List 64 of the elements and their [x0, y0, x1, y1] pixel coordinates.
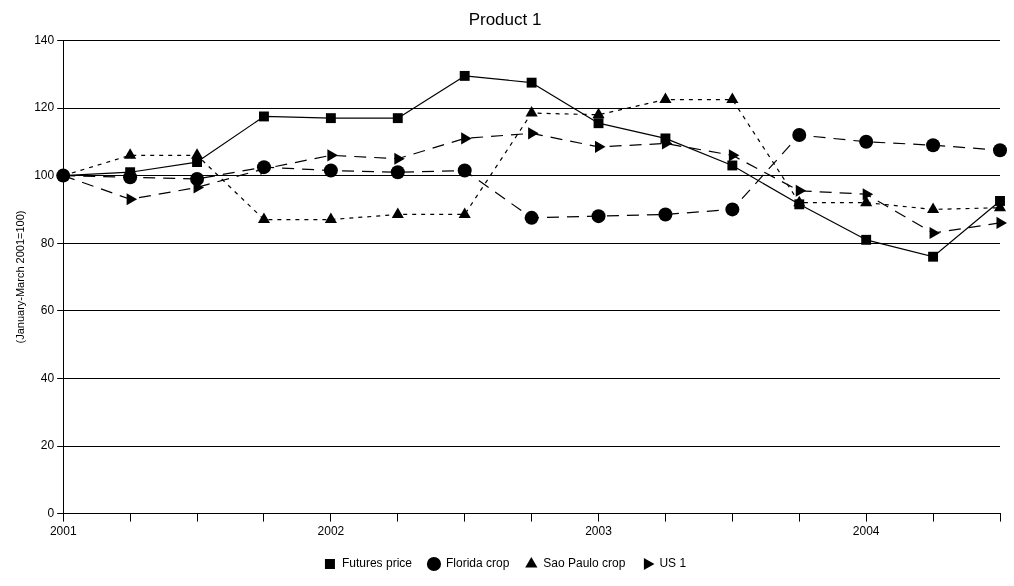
point [459, 70, 470, 81]
point [595, 140, 606, 153]
x-tick-label: 2003 [585, 524, 613, 539]
point [528, 127, 539, 140]
point [126, 193, 138, 206]
point [259, 111, 269, 122]
point [929, 227, 941, 240]
x-tick-label: 2004 [852, 524, 880, 539]
y-tick-label: 20 [40, 438, 55, 453]
point [794, 199, 805, 210]
point [861, 234, 872, 245]
point [591, 209, 606, 224]
point [327, 149, 338, 162]
point [524, 210, 539, 225]
legend-label: Sao Paulo crop [543, 556, 626, 571]
point [725, 202, 740, 217]
point [392, 113, 403, 124]
point [457, 163, 472, 178]
point [324, 212, 337, 224]
point [458, 207, 471, 218]
point [927, 202, 940, 213]
x-tick-label: 2001 [49, 524, 77, 539]
point [660, 133, 671, 144]
point [257, 212, 271, 224]
point [461, 132, 472, 145]
point [727, 160, 738, 171]
point [995, 196, 1005, 206]
y-axis-title: (January-March 2001=100) [13, 210, 26, 344]
point [996, 216, 1007, 229]
point [593, 118, 604, 129]
point [728, 149, 740, 162]
y-tick-label: 80 [40, 235, 55, 250]
point [993, 143, 1007, 158]
point [124, 148, 137, 159]
point [928, 251, 939, 262]
point [659, 92, 672, 104]
y-tick-label: 40 [40, 370, 55, 385]
y-tick-label: 60 [40, 303, 55, 318]
point [859, 134, 874, 149]
y-tick-label: 0 [47, 505, 55, 520]
point [792, 128, 807, 143]
point [325, 113, 336, 124]
chart-title: Product 1 [468, 9, 542, 29]
point [390, 165, 405, 180]
point [592, 107, 605, 119]
legend-label: Futures price [341, 556, 413, 571]
point [526, 77, 537, 88]
y-tick-label: 140 [34, 32, 55, 47]
point [256, 160, 271, 175]
point [391, 207, 404, 218]
point [726, 92, 739, 104]
point [394, 152, 405, 165]
y-tick-label: 100 [34, 167, 55, 182]
point [190, 171, 205, 186]
point [795, 184, 807, 197]
y-tick-label: 120 [34, 100, 55, 115]
point [658, 207, 673, 222]
point [525, 106, 538, 117]
x-tick-label: 2002 [317, 524, 345, 539]
legend-label: Florida crop [445, 556, 510, 571]
legend-label: US 1 [659, 556, 687, 571]
point [323, 163, 338, 178]
point [192, 157, 202, 168]
point [926, 138, 941, 153]
